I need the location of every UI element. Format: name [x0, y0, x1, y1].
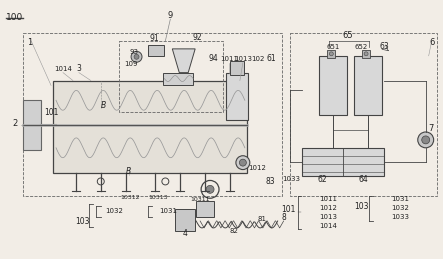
Bar — [23, 100, 41, 150]
Text: 109: 109 — [124, 61, 137, 67]
Text: 91: 91 — [150, 34, 159, 44]
Text: 1032: 1032 — [391, 205, 409, 211]
Bar — [327, 50, 335, 58]
Bar — [148, 45, 164, 56]
Text: 1031: 1031 — [391, 196, 409, 202]
Text: 6: 6 — [429, 38, 435, 47]
Text: 1012: 1012 — [248, 164, 266, 171]
Bar — [230, 61, 244, 75]
Text: 82: 82 — [229, 228, 238, 234]
Bar — [23, 33, 282, 196]
Text: 3: 3 — [77, 64, 82, 73]
Text: 103: 103 — [76, 217, 90, 226]
Text: 1011: 1011 — [220, 56, 238, 62]
Text: 92: 92 — [192, 32, 202, 41]
Text: B: B — [126, 167, 131, 176]
Bar — [362, 50, 370, 58]
Circle shape — [422, 136, 430, 144]
Bar — [226, 73, 248, 120]
Text: 1: 1 — [27, 38, 32, 47]
Text: 1013: 1013 — [319, 214, 338, 220]
Text: 1032: 1032 — [105, 208, 123, 214]
Circle shape — [236, 156, 250, 170]
Text: 64: 64 — [358, 175, 368, 184]
Text: 81: 81 — [257, 216, 266, 222]
Text: 1014: 1014 — [54, 66, 72, 72]
Text: 1011: 1011 — [319, 196, 338, 202]
Text: 1014: 1014 — [319, 223, 337, 229]
Text: 1031: 1031 — [159, 208, 177, 214]
Bar — [290, 33, 437, 196]
Circle shape — [418, 132, 434, 148]
Text: 101: 101 — [281, 205, 295, 214]
Circle shape — [239, 159, 246, 166]
Circle shape — [131, 51, 142, 62]
Circle shape — [364, 52, 368, 56]
Bar — [196, 201, 214, 217]
Text: 8: 8 — [281, 213, 286, 221]
Text: 9: 9 — [168, 11, 173, 20]
Bar — [354, 56, 382, 115]
Text: 1012: 1012 — [319, 205, 337, 211]
Bar — [303, 148, 384, 176]
Text: 65: 65 — [342, 31, 353, 40]
Text: 1033: 1033 — [391, 214, 409, 220]
Text: 102: 102 — [251, 56, 264, 62]
Text: 1033: 1033 — [283, 176, 300, 182]
Text: 103: 103 — [354, 202, 369, 211]
Text: 652: 652 — [354, 44, 368, 50]
Text: 10311: 10311 — [190, 197, 210, 202]
Text: 2: 2 — [12, 119, 17, 128]
Text: 94: 94 — [208, 54, 218, 63]
Bar — [319, 56, 347, 115]
Text: 93: 93 — [129, 49, 138, 55]
Text: 83: 83 — [266, 177, 276, 186]
Circle shape — [206, 185, 214, 193]
Text: 63: 63 — [379, 42, 389, 51]
Text: 4: 4 — [183, 229, 188, 238]
Text: 61: 61 — [267, 54, 276, 63]
Text: 10313: 10313 — [148, 195, 168, 200]
Bar — [119, 41, 223, 112]
Polygon shape — [172, 49, 195, 73]
Text: 10312: 10312 — [121, 195, 140, 200]
Text: 62: 62 — [318, 175, 327, 184]
Bar — [53, 81, 247, 172]
Text: 1013: 1013 — [234, 56, 252, 62]
Text: 7: 7 — [428, 124, 433, 133]
Text: 651: 651 — [326, 44, 340, 50]
Circle shape — [134, 54, 139, 59]
Circle shape — [329, 52, 333, 56]
Text: B: B — [101, 101, 106, 110]
Text: 101: 101 — [44, 108, 58, 117]
Bar — [163, 73, 193, 85]
Bar — [175, 209, 195, 231]
Text: 100: 100 — [6, 13, 23, 22]
